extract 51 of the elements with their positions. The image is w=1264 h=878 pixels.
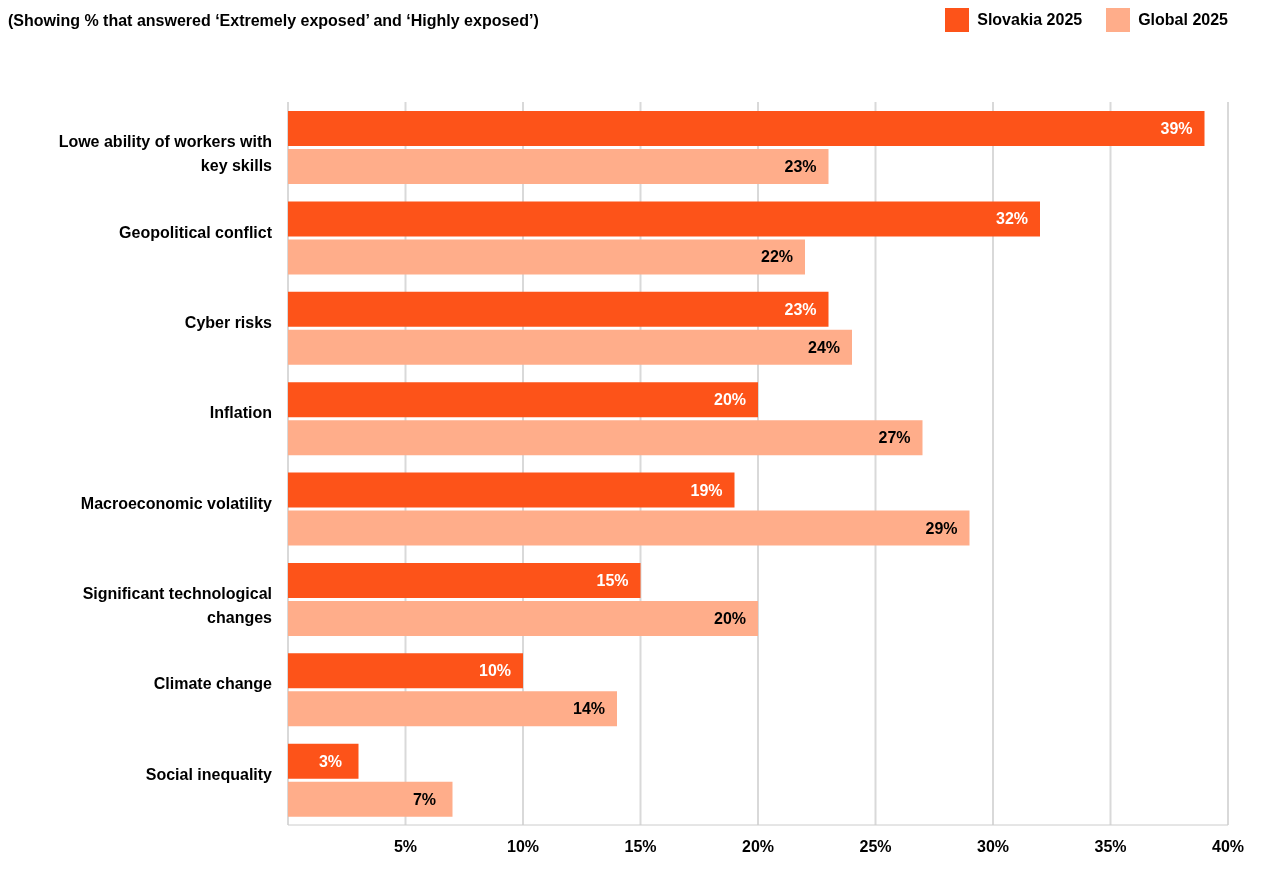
bar [288,111,1205,147]
y-tick-label: Climate change [153,675,273,693]
data-label: 23% [784,158,817,176]
bar [288,329,852,365]
y-tick-label: Lowe ability of workers with key skills [58,133,273,175]
x-tick-label: 5% [393,838,418,856]
bar [288,149,829,185]
bar [288,201,1040,237]
y-tick-label: Macroeconomic volatility [80,494,273,512]
legend-label: Slovakia 2025 [976,10,1083,30]
bar [288,743,359,779]
y-tick-label: Significant technological changes [82,585,273,627]
bar [288,691,617,727]
data-label: 23% [784,300,817,318]
y-tick-label: Geopolitical conflict [119,223,273,241]
data-label: 22% [760,248,794,266]
data-label: 20% [713,391,747,409]
data-label: 10% [478,662,512,680]
data-label: 27% [878,429,911,447]
data-label: 32% [995,210,1029,228]
x-tick-label: 40% [1211,838,1245,856]
data-label: 15% [596,571,629,589]
y-tick-label: Inflation [209,404,272,422]
x-tick-label: 35% [1094,838,1127,856]
bar [288,562,641,598]
y-tick-label: Social inequality [145,765,273,783]
data-label: 7% [412,790,437,808]
bar [288,382,758,418]
y-tick-label: Cyber risks [184,313,273,331]
bar [288,600,758,636]
bar [288,472,735,508]
bar [288,653,523,689]
bar [288,510,970,546]
x-tick-label: 25% [859,838,892,856]
bar [288,781,453,817]
data-label: 39% [1160,120,1193,138]
x-tick-label: 10% [506,838,540,856]
data-label: 19% [690,481,723,499]
bar [288,291,829,327]
bar [288,239,805,275]
bar [288,420,923,456]
data-label: 24% [807,338,841,356]
x-tick-label: 20% [741,838,775,856]
x-tick-label: 30% [976,838,1010,856]
data-label: 14% [572,700,606,718]
data-label: 29% [925,519,958,537]
data-label: 3% [318,752,343,770]
legend-label: Global 2025 [1137,10,1228,30]
chart-title: (Showing % that answered ‘Extremely exposed’ and ‘Highly exposed’) [8,12,539,30]
data-label: 20% [713,609,747,627]
x-tick-label: 15% [624,838,657,856]
